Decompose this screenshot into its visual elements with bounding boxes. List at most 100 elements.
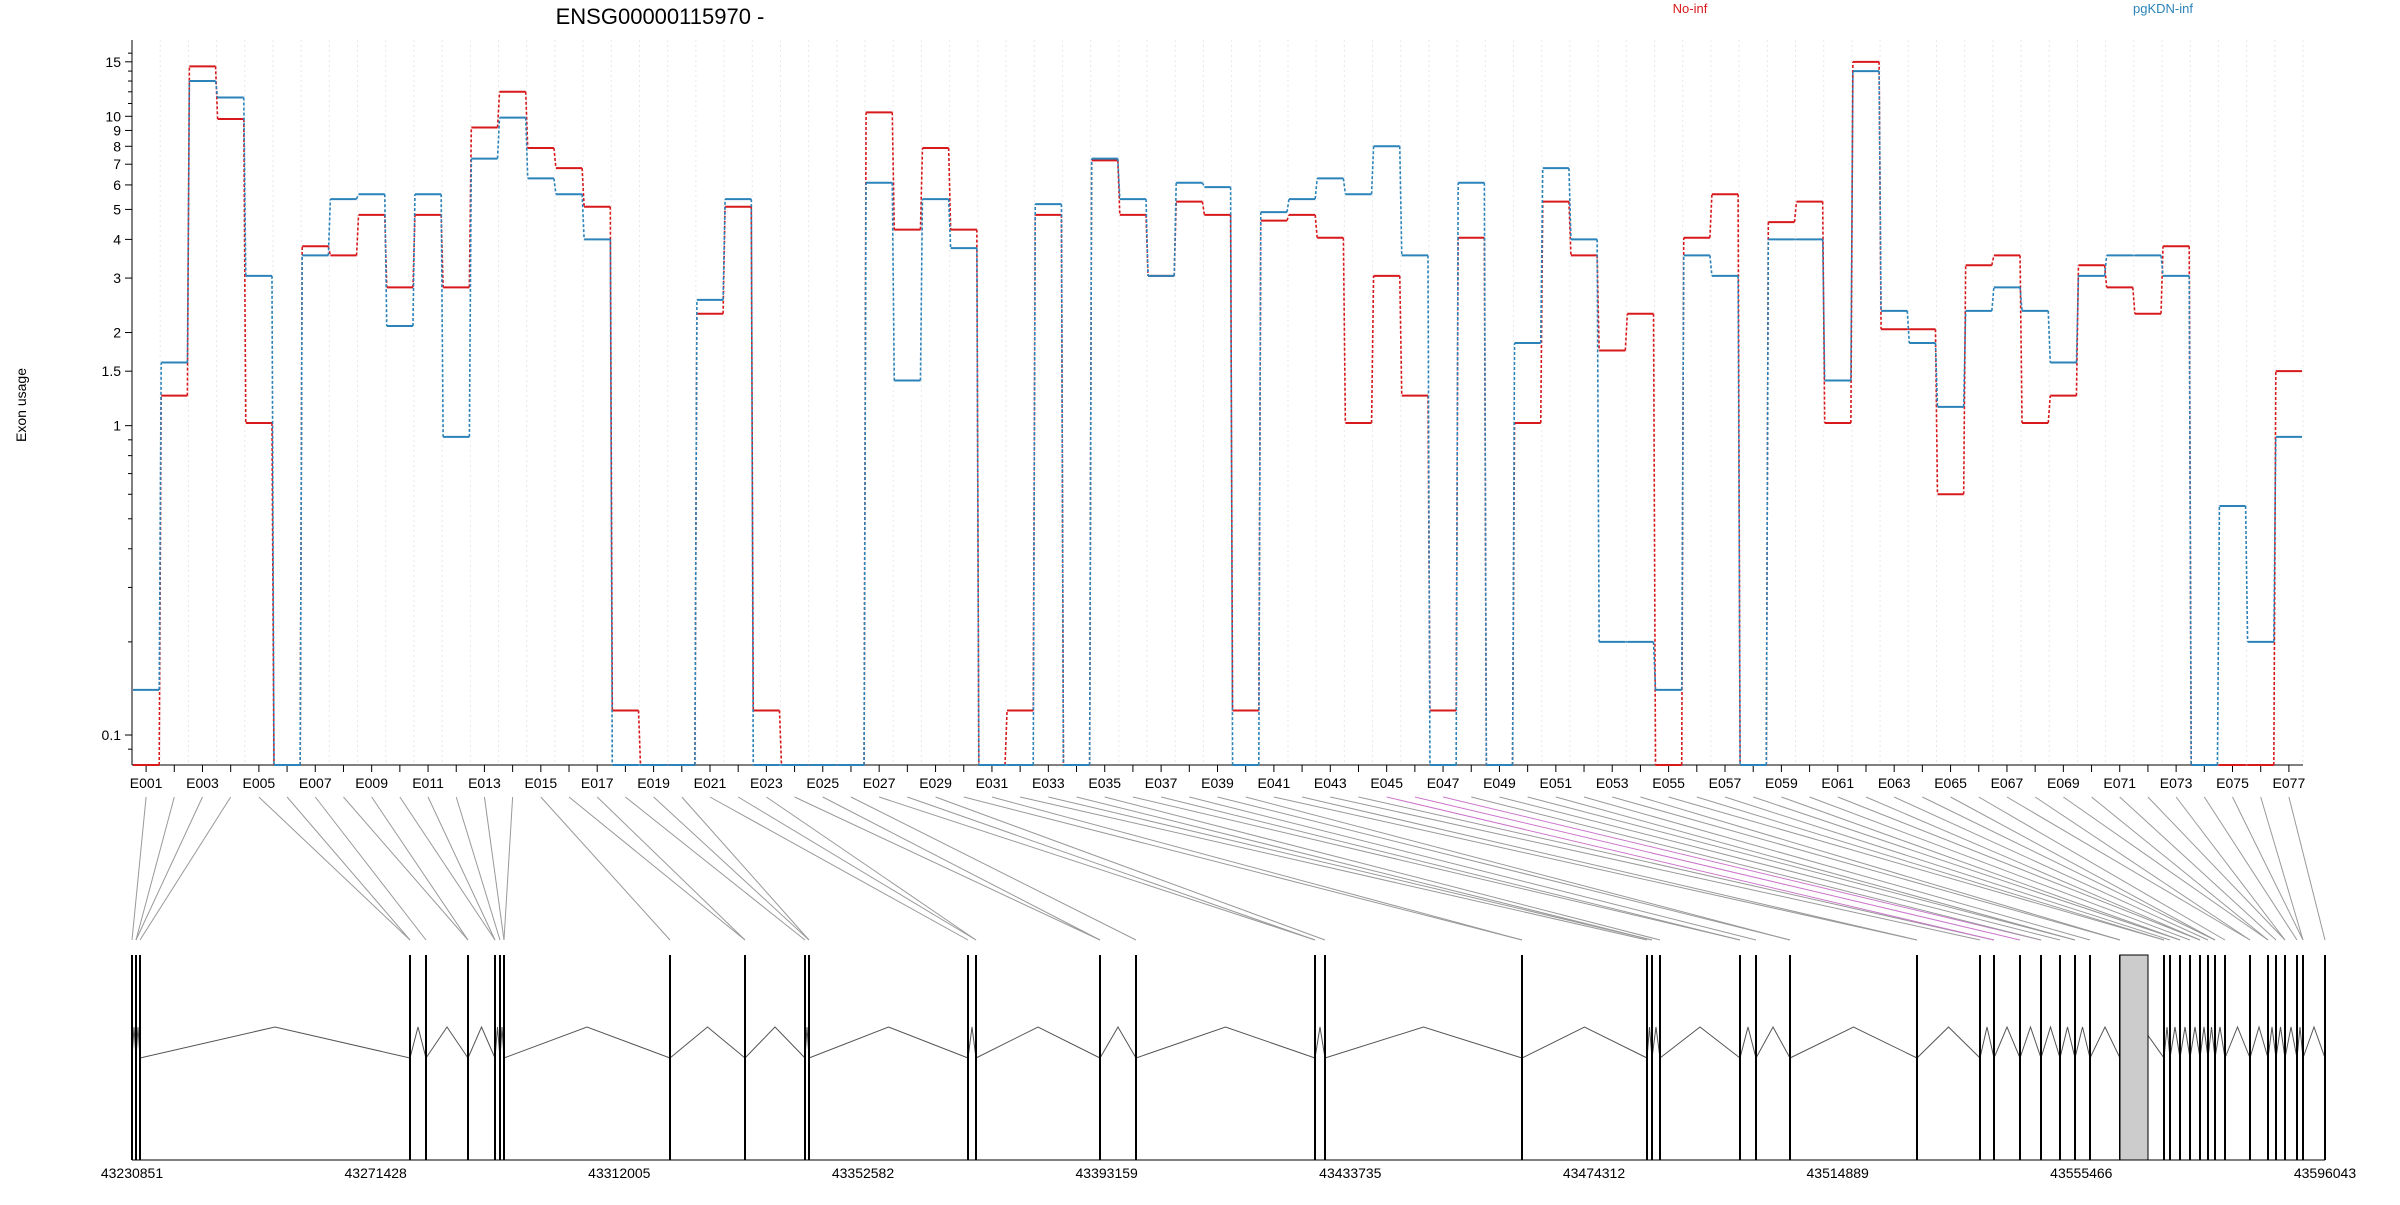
x-tick-label: E055: [1652, 775, 1685, 791]
grid-lines: [131, 40, 2304, 765]
series-connector: [750, 206, 755, 711]
intron-line: [503, 1026, 671, 1059]
exon-connector: [1358, 796, 1995, 941]
series-connector: [750, 199, 755, 766]
series-connector: [863, 182, 867, 766]
series-connector: [947, 147, 952, 230]
x-tick-label: E051: [1539, 775, 1572, 791]
intron-line: [1135, 1026, 1316, 1059]
series-connector: [1455, 182, 1459, 766]
exon-connector: [1442, 796, 2042, 941]
exon-connectors: [131, 796, 2326, 941]
intron-line: [1659, 1026, 1741, 1059]
x-tick-label: E077: [2273, 775, 2306, 791]
exon-connector: [1273, 796, 1918, 941]
series-connector: [1314, 178, 1318, 200]
series-connector: [1060, 204, 1065, 766]
intron-line: [139, 1026, 411, 1059]
series-connector: [1229, 187, 1234, 766]
series-connector: [1511, 342, 1516, 766]
y-tick-label: 6: [113, 177, 121, 193]
series-connector: [553, 147, 557, 169]
intron-line: [2089, 1025, 2121, 1059]
exon-connector: [2063, 796, 2269, 941]
exon-connector: [2119, 796, 2277, 941]
x-tick-label: E011: [412, 775, 444, 791]
exon-connector: [483, 796, 505, 941]
series-connector: [214, 80, 219, 98]
series-connector: [440, 194, 444, 437]
coordinate-label: 43271428: [345, 1165, 408, 1181]
series-connector: [383, 194, 388, 326]
intron-line: [1993, 1025, 2021, 1059]
exon-connector: [1753, 796, 2181, 941]
intron-line: [1651, 1026, 1661, 1059]
exon-connector: [1132, 796, 1741, 941]
series-connector: [1652, 641, 1657, 690]
exon-connector: [1527, 796, 2076, 941]
series-connector: [1821, 239, 1826, 381]
y-tick-label: 15: [105, 54, 121, 70]
series-connector: [722, 206, 726, 314]
series-connector: [2103, 265, 2108, 288]
y-tick-label: 5: [113, 201, 121, 217]
intron-line: [1916, 1026, 1981, 1059]
exon-connector: [1724, 796, 2171, 941]
exon-connector: [1555, 796, 2076, 941]
exon-connector: [2091, 796, 2269, 941]
x-tick-label: E047: [1427, 775, 1460, 791]
series-connector: [412, 194, 416, 326]
intron-line: [2189, 1026, 2201, 1059]
x-tick-label: E059: [1765, 775, 1798, 791]
intron-line: [2040, 1025, 2061, 1059]
x-tick-label: E017: [581, 775, 614, 791]
exon-connector: [1020, 796, 1648, 941]
x-tick-label: E033: [1032, 775, 1065, 791]
intron-line: [669, 1026, 746, 1059]
series-connector: [271, 275, 275, 766]
exon-connector: [1414, 796, 2021, 941]
series-connector: [778, 710, 783, 766]
series-connector: [1117, 160, 1121, 215]
x-tick-label: E021: [694, 775, 727, 791]
series-connector: [2047, 395, 2052, 424]
intron-line: [1755, 1025, 1791, 1059]
exon-connector: [1922, 796, 2216, 941]
intron-line: [1739, 1026, 1757, 1059]
x-tick-label: E057: [1709, 775, 1742, 791]
intron-line: [1314, 1026, 1326, 1059]
y-tick-label: 1: [113, 418, 121, 434]
x-tick-label: E031: [976, 775, 1009, 791]
legend-label-no-inf: No-inf: [1673, 1, 1708, 16]
y-tick-label: 1.5: [102, 363, 122, 379]
x-tick-label: E015: [524, 775, 557, 791]
series-connector: [2244, 505, 2249, 642]
series-connector: [1483, 182, 1488, 766]
series-connector: [496, 91, 501, 128]
intron-line: [2019, 1025, 2042, 1059]
x-tick-label: E043: [1314, 775, 1347, 791]
exon-connector: [258, 796, 411, 941]
series-connector: [1709, 255, 1713, 276]
intron-line: [2074, 1026, 2091, 1059]
intron-line: [2267, 1026, 2277, 1059]
coordinate-label: 43230851: [101, 1165, 164, 1181]
chart-title: ENSG00000115970 -: [556, 4, 765, 29]
series-connector: [1370, 146, 1375, 195]
x-tick-label: E049: [1483, 775, 1516, 791]
x-tick-label: E039: [1201, 775, 1234, 791]
series-connector: [919, 147, 924, 230]
exon-connector: [1668, 796, 2165, 941]
exon-connector: [540, 796, 671, 941]
coordinate-label: 43312005: [588, 1165, 651, 1181]
series-connector: [496, 117, 501, 159]
x-tick-label: E013: [468, 775, 501, 791]
exon-connector: [1245, 796, 1791, 941]
exon-connector: [399, 796, 496, 941]
series-connector: [553, 178, 557, 195]
exon-connector: [907, 796, 1316, 941]
exon-connector: [2232, 796, 2304, 941]
x-tick-label: E003: [186, 775, 219, 791]
